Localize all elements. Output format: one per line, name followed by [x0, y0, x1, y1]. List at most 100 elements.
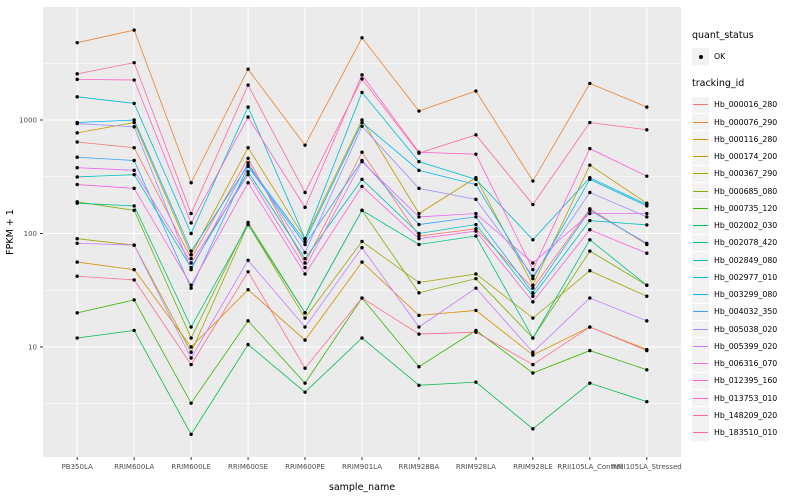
legend-item: Hb_000016_280: [692, 96, 798, 114]
x-tick-label: RRIM901LA: [342, 463, 382, 471]
data-point: [246, 222, 250, 227]
legend-item: Hb_005399_020: [692, 338, 798, 355]
data-point: [189, 211, 193, 216]
data-point: [189, 283, 193, 287]
data-point: [531, 291, 535, 295]
legend-item: Hb_013753_010: [692, 389, 798, 407]
data-point: [360, 36, 364, 40]
data-point: [417, 325, 421, 329]
data-point: [531, 316, 535, 320]
data-point: [246, 105, 250, 109]
data-point: [417, 159, 421, 164]
y-tick-label: 10: [28, 344, 37, 352]
data-point: [75, 201, 79, 205]
legend-item-label: Hb_002078_420: [714, 238, 778, 248]
legend-item: Hb_002977_010: [692, 269, 798, 286]
data-point: [189, 181, 193, 185]
data-point: [417, 236, 421, 241]
legend-key-swatch: [692, 407, 709, 424]
legend-item-label: OK: [714, 52, 726, 62]
legend-item: Hb_003299_080: [692, 286, 798, 303]
data-point: [588, 249, 592, 253]
legend-key-line-icon: [693, 276, 708, 278]
y-axis-title: FPKM + 1: [5, 209, 16, 255]
data-point: [417, 222, 421, 227]
legend-key-swatch: [692, 389, 709, 407]
legend-item: Hb_000174_200: [692, 148, 798, 165]
data-point: [645, 319, 649, 323]
legend-key-line-icon: [693, 414, 708, 416]
legend-key-swatch: [692, 165, 709, 183]
data-point: [645, 294, 649, 298]
data-point: [474, 215, 478, 219]
data-point: [189, 256, 193, 261]
data-point: [531, 362, 535, 367]
data-point: [645, 204, 649, 208]
data-point: [417, 383, 421, 387]
legend-item: Hb_012395_160: [692, 372, 798, 390]
data-point: [531, 300, 535, 304]
data-point: [75, 241, 79, 245]
data-point: [588, 208, 592, 213]
data-point: [474, 211, 478, 216]
data-point: [75, 77, 79, 82]
data-point: [588, 325, 592, 329]
data-point: [189, 221, 193, 225]
legend-item-label: Hb_013753_010: [714, 393, 778, 403]
data-point: [303, 242, 307, 247]
data-point: [588, 228, 592, 232]
ok-point-icon: [698, 54, 703, 59]
x-tick-label: RRIM600PE: [285, 463, 325, 471]
legend-key-swatch: [692, 131, 709, 148]
data-point: [75, 131, 79, 135]
legend-item-label: Hb_000735_120: [714, 203, 778, 213]
data-point: [474, 229, 478, 233]
data-point: [189, 336, 193, 340]
data-point: [645, 174, 649, 178]
data-point: [189, 261, 193, 265]
data-point: [417, 215, 421, 219]
data-point: [531, 179, 535, 183]
data-point: [246, 115, 250, 119]
data-point: [588, 296, 592, 300]
data-point: [474, 330, 478, 334]
legend-item: Hb_000076_290: [692, 113, 798, 131]
data-point: [645, 128, 649, 132]
data-point: [588, 238, 592, 242]
data-point: [417, 242, 421, 247]
data-point: [189, 325, 193, 329]
legend-item: Hb_006316_070: [692, 355, 798, 372]
legend-gap: [692, 65, 798, 78]
legend-key-swatch: [692, 113, 709, 131]
data-point: [360, 118, 364, 122]
data-point: [474, 133, 478, 137]
data-point: [360, 77, 364, 81]
data-point: [531, 276, 535, 281]
data-point: [645, 283, 649, 287]
data-point: [132, 172, 136, 177]
legend-key-swatch: [692, 148, 709, 165]
data-point: [132, 158, 136, 163]
x-tick-label: RRIM928LA: [456, 463, 496, 471]
legend-item: Hb_183510_010: [692, 424, 798, 441]
data-point: [189, 345, 193, 349]
data-point: [474, 89, 478, 93]
data-point: [189, 253, 193, 257]
legend-key-swatch: [692, 303, 709, 321]
data-point: [246, 67, 250, 71]
data-point: [474, 380, 478, 384]
data-point: [588, 163, 592, 167]
data-point: [531, 294, 535, 298]
data-point: [531, 350, 535, 354]
data-point: [246, 258, 250, 263]
legend-item-label: Hb_183510_010: [714, 428, 778, 438]
data-point: [132, 204, 136, 208]
data-point: [645, 399, 649, 404]
legend-item-label: Hb_000076_290: [714, 117, 778, 127]
legend-key-ok: [692, 48, 709, 65]
data-point: [303, 272, 307, 276]
data-point: [132, 328, 136, 333]
legend-title-tracking-id: tracking_id: [692, 78, 745, 90]
legend-key-swatch: [692, 200, 709, 217]
